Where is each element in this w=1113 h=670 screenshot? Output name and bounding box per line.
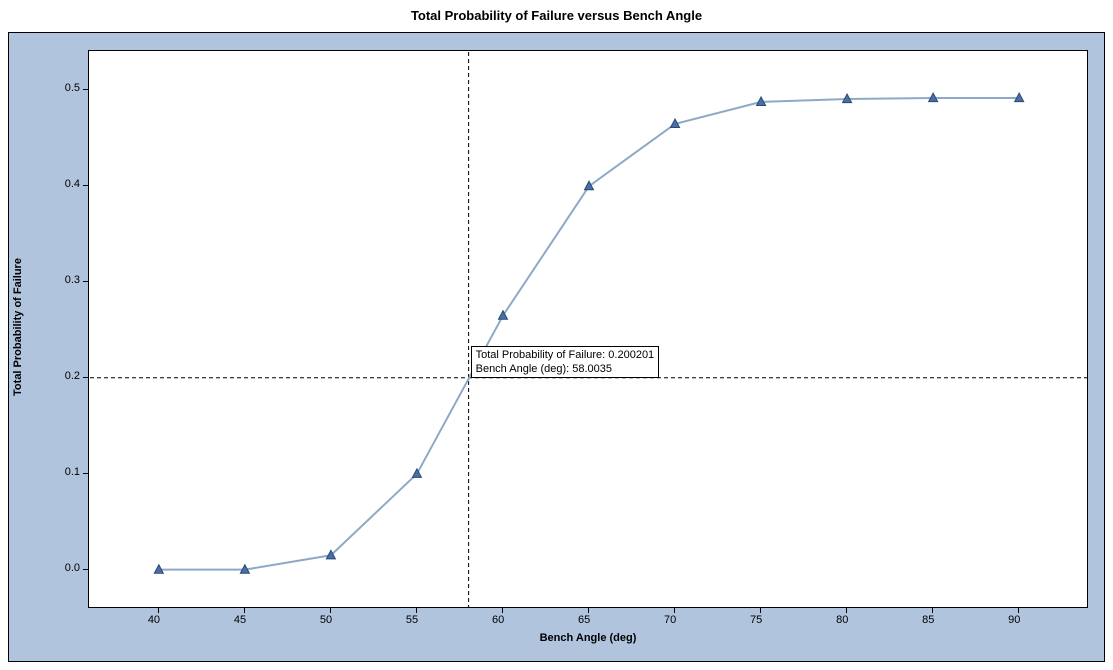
y-tick-mark [83,569,88,570]
plot-area[interactable]: Total Probability of Failure: 0.200201 B… [88,50,1088,608]
y-tick-mark [83,473,88,474]
y-tick-label: 0.3 [65,274,80,286]
x-tick-mark [846,608,847,613]
x-tick-mark [674,608,675,613]
tooltip-line2-label: Bench Angle (deg): [476,363,570,375]
x-tick-label: 45 [234,614,246,626]
chart-title: Total Probability of Failure versus Benc… [0,8,1113,23]
x-tick-label: 80 [836,614,848,626]
data-marker[interactable] [412,469,421,478]
y-tick-label: 0.2 [65,370,80,382]
x-tick-mark [1018,608,1019,613]
crosshair-tooltip: Total Probability of Failure: 0.200201 B… [471,346,660,379]
x-tick-label: 85 [922,614,934,626]
y-axis-label: Total Probability of Failure [12,227,24,427]
x-tick-mark [932,608,933,613]
tooltip-line1-value: 0.200201 [608,349,654,361]
tooltip-line2-value: 58.0035 [572,363,612,375]
y-tick-label: 0.1 [65,466,80,478]
tooltip-line1-label: Total Probability of Failure: [476,349,606,361]
x-tick-mark [588,608,589,613]
x-tick-label: 75 [750,614,762,626]
y-tick-mark [83,377,88,378]
y-tick-label: 0.5 [65,82,80,94]
x-tick-label: 60 [492,614,504,626]
x-axis-label: Bench Angle (deg) [88,632,1088,644]
x-tick-label: 90 [1008,614,1020,626]
series-line [159,98,1019,570]
x-tick-mark [760,608,761,613]
data-marker[interactable] [585,181,594,190]
y-tick-label: 0.4 [65,178,80,190]
chart-container: Total Probability of Failure versus Benc… [0,0,1113,670]
x-tick-mark [330,608,331,613]
y-tick-mark [83,281,88,282]
x-tick-mark [244,608,245,613]
x-tick-label: 65 [578,614,590,626]
x-tick-mark [158,608,159,613]
x-tick-label: 55 [406,614,418,626]
y-tick-mark [83,185,88,186]
y-tick-mark [83,89,88,90]
x-tick-mark [416,608,417,613]
y-tick-label: 0.0 [65,562,80,574]
x-tick-label: 70 [664,614,676,626]
x-tick-label: 50 [320,614,332,626]
x-tick-label: 40 [148,614,160,626]
plot-svg [89,51,1089,609]
x-tick-mark [502,608,503,613]
